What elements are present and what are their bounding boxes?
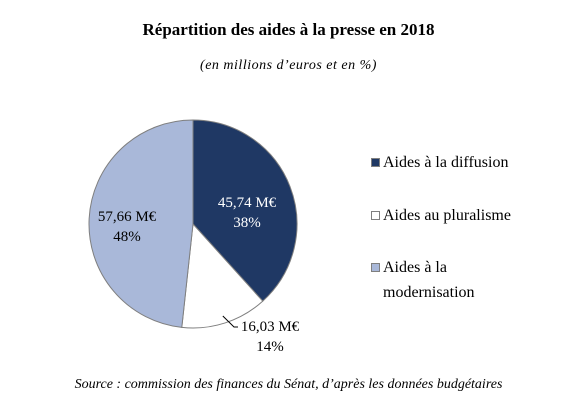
pie-slice-pluralisme <box>181 222 264 329</box>
chart-source: Source : commission des finances du Séna… <box>74 377 503 392</box>
legend-label-modernisation: Aides à la modernisation <box>383 259 475 301</box>
data-label-pluralisme-value: 16,03 M€ <box>241 319 300 335</box>
data-label-modernisation-value: 57,66 M€ <box>98 209 157 225</box>
data-label-diffusion-value: 45,74 M€ <box>218 195 277 211</box>
chart-title: Répartition des aides à la presse en 201… <box>142 20 435 39</box>
data-label-diffusion-percent: 38% <box>233 215 261 231</box>
legend-swatch-modernisation <box>371 263 380 272</box>
leader-line-pluralisme <box>222 315 238 328</box>
legend-label-diffusion: Aides à la diffusion <box>383 154 509 171</box>
data-label-modernisation-percent: 48% <box>113 229 141 245</box>
data-label-pluralisme-percent: 14% <box>256 339 284 355</box>
legend-swatch-diffusion <box>371 158 380 167</box>
legend-label-pluralisme: Aides au pluralisme <box>383 207 511 224</box>
legend-item-pluralisme: Aides au pluralisme <box>371 203 577 228</box>
legend-item-modernisation: Aides à la modernisation <box>371 255 523 305</box>
legend-item-diffusion: Aides à la diffusion <box>371 150 508 175</box>
pie-slice-diffusion <box>192 119 298 302</box>
legend-swatch-pluralisme <box>371 211 380 220</box>
chart-subtitle: (en millions d’euros et en %) <box>200 58 377 73</box>
pie-slice-modernisation <box>88 119 194 328</box>
